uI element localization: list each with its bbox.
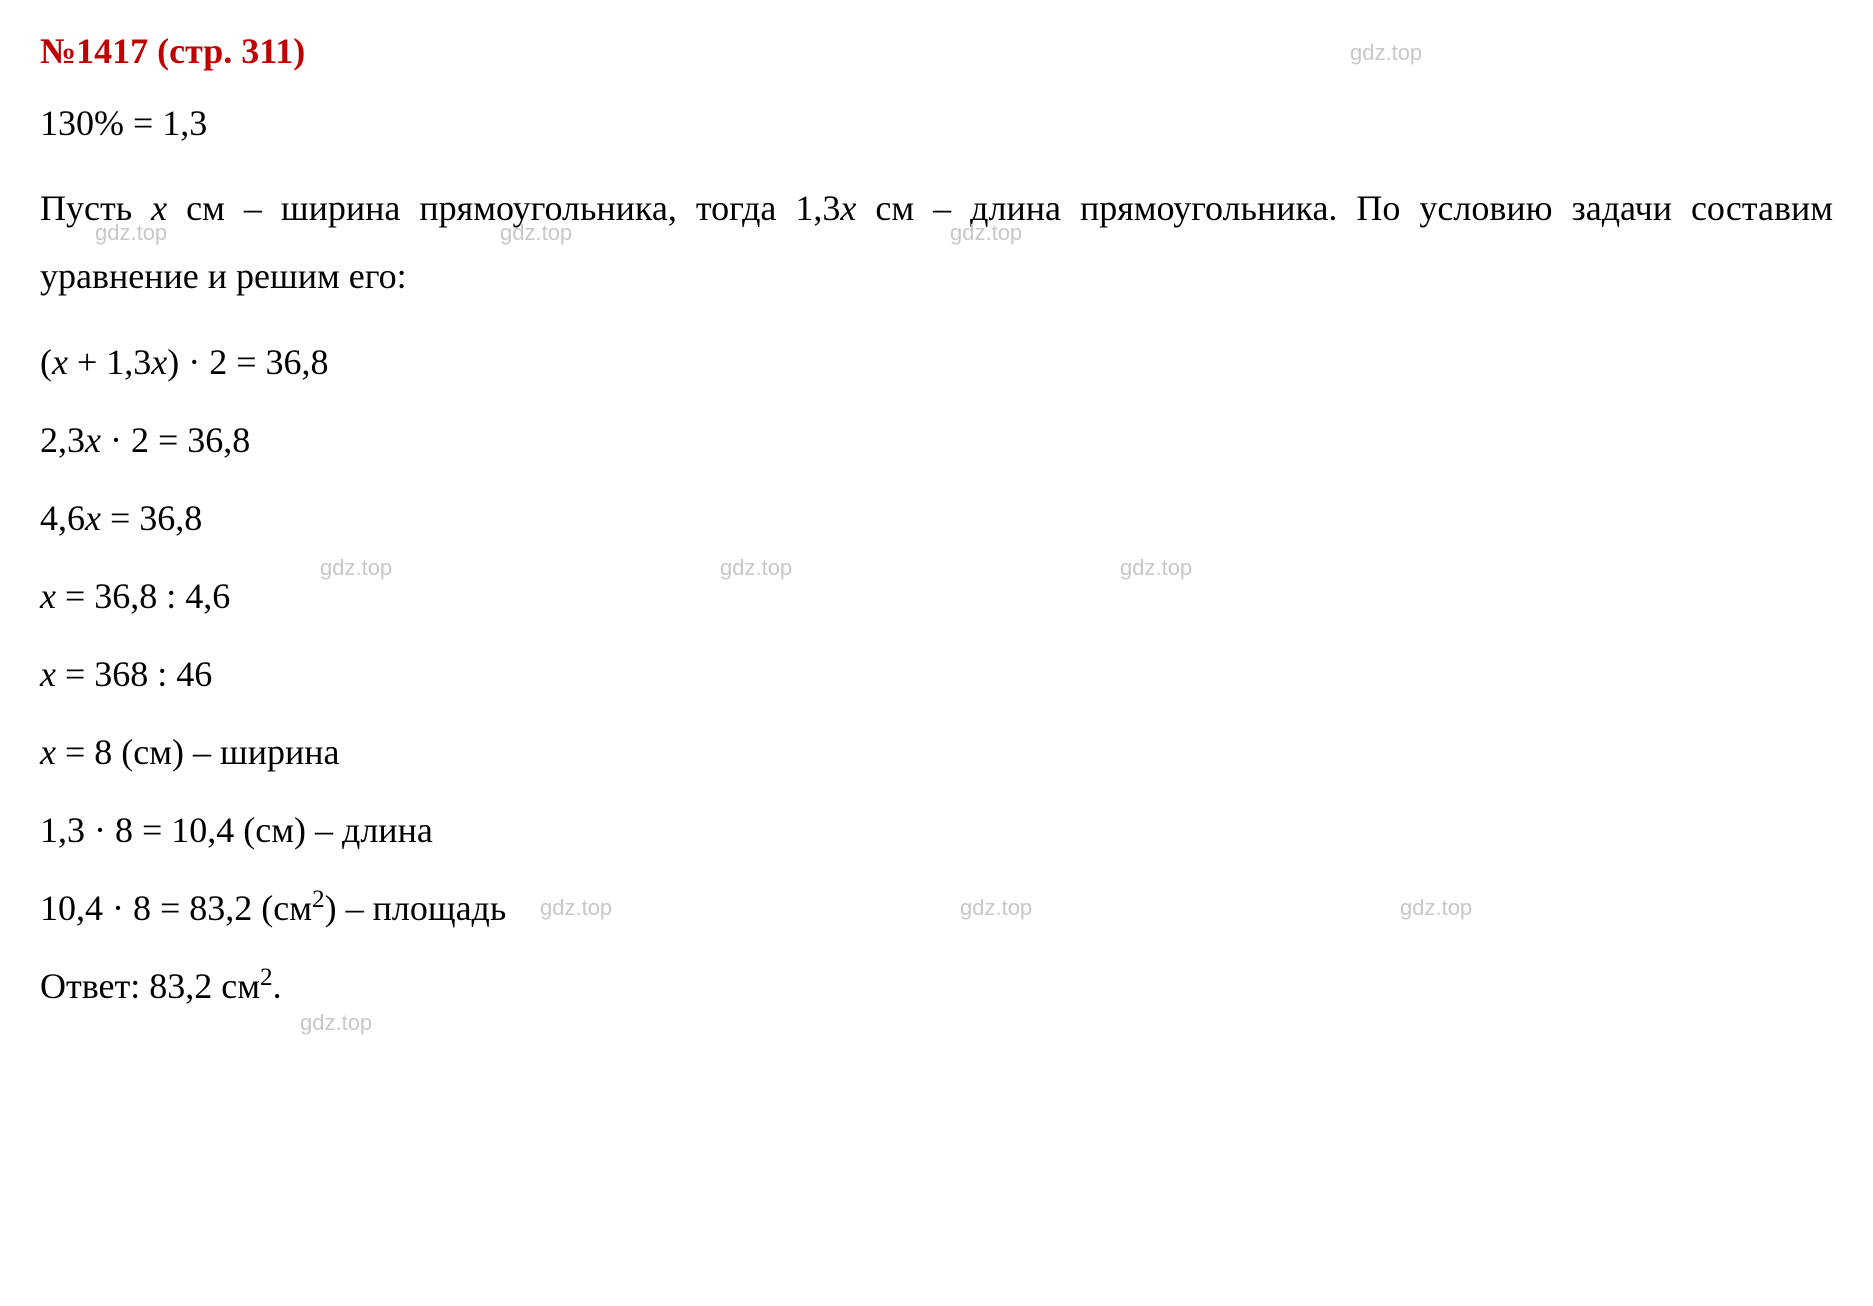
equation-8: 10,4 · 8 = 83,2 (см2) – площадь <box>40 881 1833 935</box>
eq-part: ) · 2 = 36,8 <box>167 342 328 382</box>
variable-x: x <box>52 342 68 382</box>
eq-part: 10,4 · 8 = 83,2 (см <box>40 888 312 928</box>
answer-line: Ответ: 83,2 см2. <box>40 959 1833 1013</box>
eq-part: ) – площадь <box>325 888 507 928</box>
variable-x: x <box>151 188 167 228</box>
variable-x: x <box>151 342 167 382</box>
eq-part: = 36,8 : 4,6 <box>56 576 230 616</box>
equation-5: x = 368 : 46 <box>40 647 1833 701</box>
eq-part: + 1,3 <box>68 342 151 382</box>
watermark-text: gdz.top <box>300 1010 372 1036</box>
variable-x: x <box>40 732 56 772</box>
answer-part: . <box>273 966 282 1006</box>
problem-statement: Пусть x см – ширина прямоугольника, тогд… <box>40 174 1833 311</box>
text-part: см – ширина прямоугольника, тогда 1,3 <box>167 188 840 228</box>
equation-1: (x + 1,3x) · 2 = 36,8 <box>40 335 1833 389</box>
answer-part: Ответ: 83,2 см <box>40 966 260 1006</box>
eq-part: = 368 : 46 <box>56 654 212 694</box>
eq-part: = 8 (см) – ширина <box>56 732 340 772</box>
variable-x: x <box>85 498 101 538</box>
percent-line: 130% = 1,3 <box>40 96 1833 150</box>
superscript: 2 <box>260 964 273 991</box>
eq-part: 4,6 <box>40 498 85 538</box>
eq-part: = 36,8 <box>101 498 202 538</box>
equation-4: x = 36,8 : 4,6 <box>40 569 1833 623</box>
variable-x: x <box>85 420 101 460</box>
equation-6: x = 8 (см) – ширина <box>40 725 1833 779</box>
eq-part: 2,3 <box>40 420 85 460</box>
text-part: Пусть <box>40 188 151 228</box>
equation-7: 1,3 · 8 = 10,4 (см) – длина <box>40 803 1833 857</box>
equation-2: 2,3x · 2 = 36,8 <box>40 413 1833 467</box>
eq-part: · 2 = 36,8 <box>101 420 250 460</box>
equation-3: 4,6x = 36,8 <box>40 491 1833 545</box>
problem-heading: №1417 (стр. 311) <box>40 30 1833 72</box>
variable-x: x <box>40 654 56 694</box>
variable-x: x <box>840 188 856 228</box>
superscript: 2 <box>312 886 325 913</box>
eq-part: ( <box>40 342 52 382</box>
variable-x: x <box>40 576 56 616</box>
